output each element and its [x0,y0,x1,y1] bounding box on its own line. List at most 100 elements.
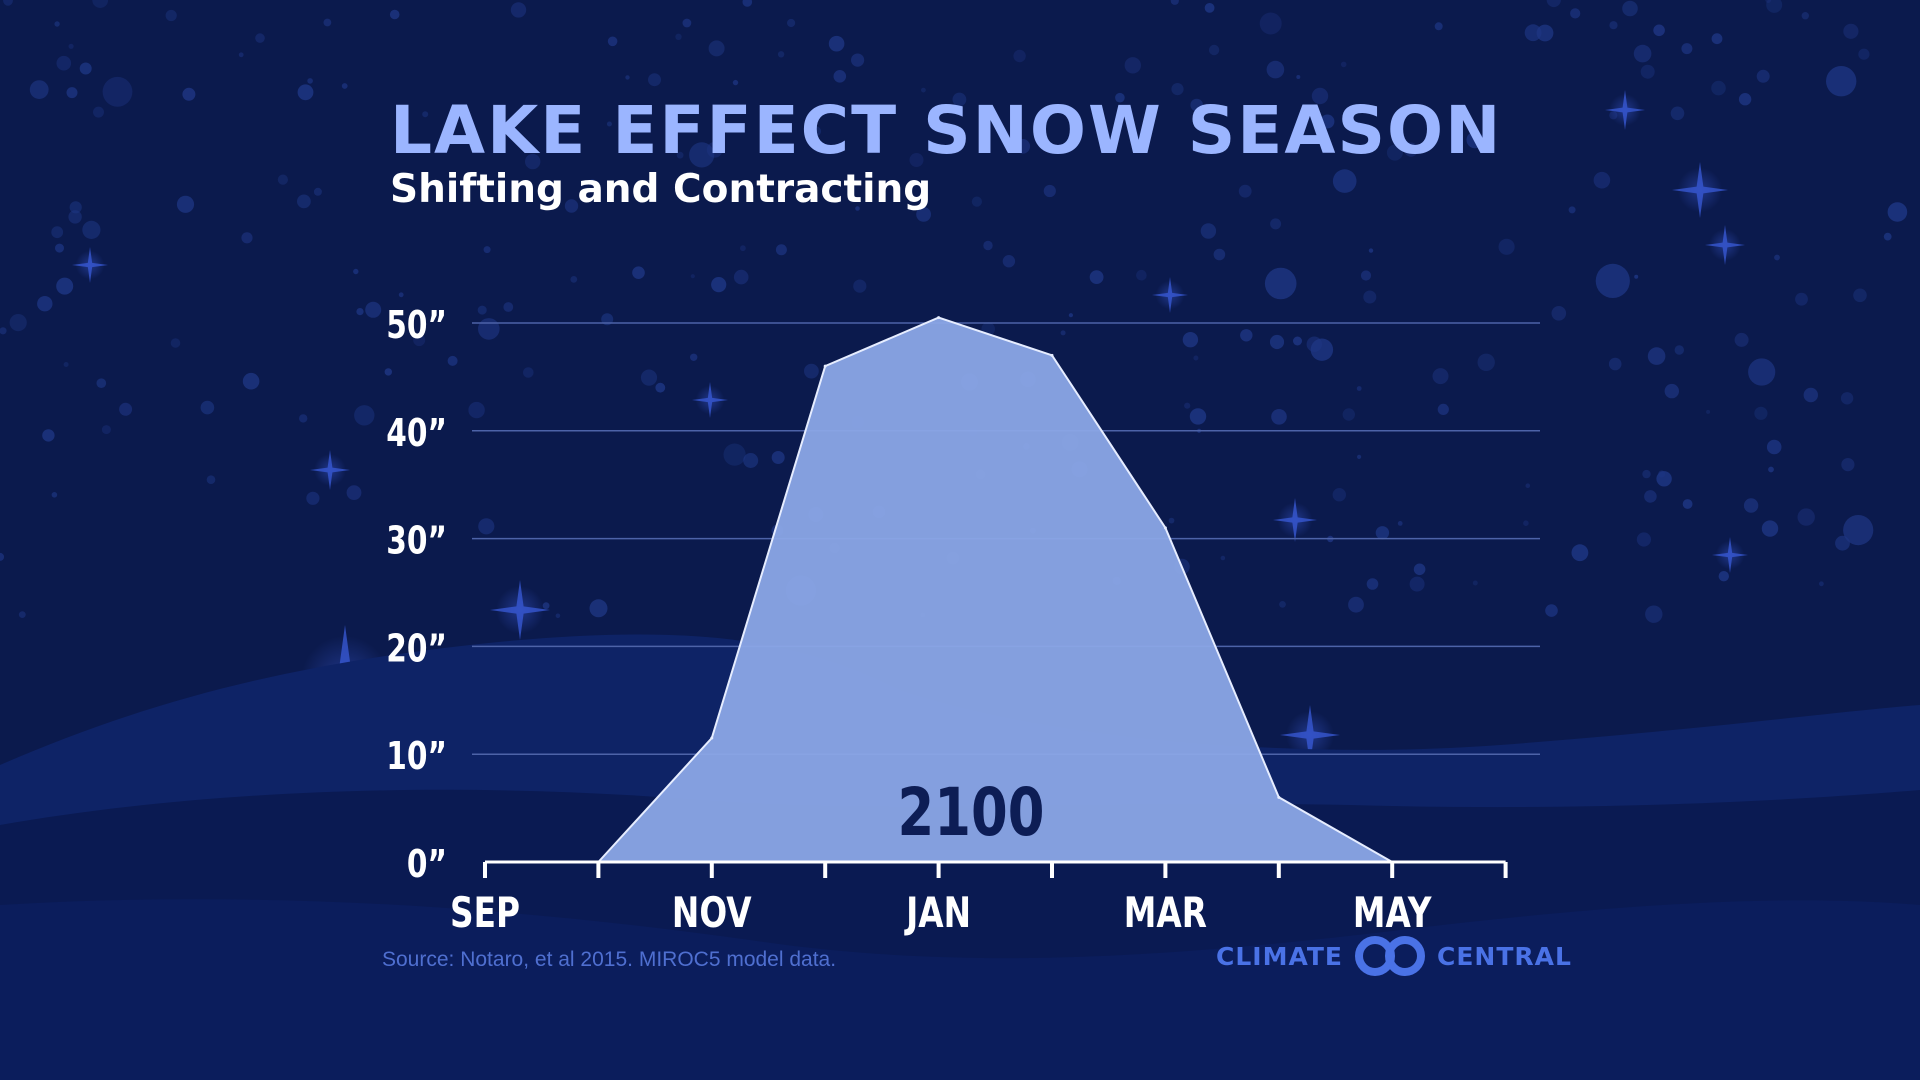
snow-dot [1761,520,1779,537]
snow-dot [1711,33,1723,45]
snow-dot [1571,544,1589,562]
snow-dot [1220,555,1226,561]
snow-dot [1466,131,1484,149]
y-tick-label: 0” [407,842,447,887]
snow-dot [1644,490,1657,503]
y-tick-label: 50” [386,303,447,348]
snow-dot [1340,61,1347,68]
snow-dot [1043,184,1056,198]
snow-dot [1432,368,1449,385]
snow-dot [1296,75,1301,79]
snow-dot [640,369,658,386]
snow-dot [1640,64,1655,79]
snow-dot [1065,106,1074,116]
snow-dot [356,308,364,316]
sparkle-icon [1705,225,1745,265]
snow-dot [1754,406,1768,420]
snow-dot [1608,357,1622,371]
brand-text-left: CLIMATE [1216,941,1343,971]
snow-dot [66,87,78,99]
snow-dot [1279,601,1286,608]
snow-dot [68,210,82,224]
snow-dot [1472,580,1478,586]
snow-dot [170,338,181,348]
snow-dot [1570,8,1581,19]
snow-dot [398,292,404,298]
snow-dot [1634,274,1639,279]
snow-dot [1366,578,1379,590]
snow-dot [682,18,692,28]
snow-dot [589,179,596,186]
snow-dot [37,296,53,312]
climate-central-logo-icon [1355,936,1425,976]
snow-dot [1320,114,1335,129]
snow-dot [477,305,487,315]
snow-dot [1711,80,1726,96]
snow-dot [777,51,785,58]
snow-dot [1368,248,1374,253]
snow-dot [952,92,967,107]
snow-dot [96,378,107,389]
snow-dot [0,552,5,561]
snow-dot [1332,169,1357,193]
snow-dot [1356,386,1362,391]
x-tick-label: NOV [672,888,752,937]
snow-dot [307,78,313,84]
x-tick-label: MAY [1353,888,1432,937]
snow-dot [690,274,695,279]
snow-dot [1332,488,1347,502]
sparkle-icon [1605,90,1645,130]
snow-dot [1264,267,1297,300]
annotations: 2100 [898,775,1045,851]
snow-dot [413,334,426,347]
snow-dot [689,142,715,168]
snow-dot [200,400,215,415]
snow-dot [1437,403,1449,415]
snow-dot [1797,508,1815,526]
snow-dot [555,613,561,619]
area-fill [598,317,1393,863]
snow-dot [855,206,860,211]
snow-dot [1883,232,1892,241]
snow-dot [606,121,612,127]
snow-dot [165,9,177,22]
snow-dot [82,220,101,239]
snow-dot [119,402,133,416]
snow-dot [18,611,26,618]
snow-dot [1213,248,1226,261]
snow-dot [510,2,527,18]
snow-dot [1311,87,1329,105]
area-outline [597,316,1393,863]
snow-dot [833,70,847,83]
snow-dot [422,111,429,118]
y-tick-label: 20” [386,627,447,672]
snow-dot [1270,218,1282,230]
snow-dot [804,363,819,379]
snow-dot [1310,338,1334,361]
snow-dot [1642,469,1651,479]
snow-dot [1363,290,1377,304]
snow-dot [447,355,458,366]
snow-dot [625,75,630,80]
snow-dot [1477,353,1495,371]
snow-dot [1840,392,1854,405]
snow-dot [564,199,579,213]
snow-dot [1551,306,1567,321]
snow-dot [1681,43,1693,55]
series-label: 2100 [898,775,1045,851]
snow-dot [732,79,739,86]
snow-dot [299,414,308,423]
snow-dot [983,240,993,251]
snow-dot [51,492,58,498]
x-tick-label: SEP [450,888,520,937]
snow-dot [241,232,253,244]
snow-dot [1193,355,1199,361]
snow-dot [1748,358,1776,386]
snow-dot [570,276,578,283]
snow-dot [1738,93,1752,106]
snow-dot [1403,142,1419,157]
snow-dot [1386,144,1403,161]
snow-dot [3,0,13,6]
snow-dot [1768,466,1774,473]
x-tick-label: JAN [904,888,972,937]
